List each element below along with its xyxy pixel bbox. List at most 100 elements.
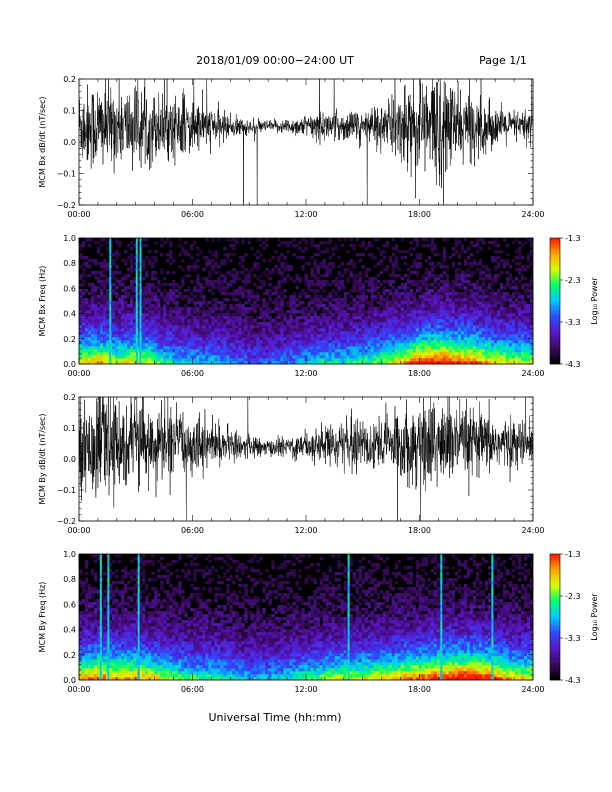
spectral-line (139, 325, 142, 329)
spectral-line (107, 560, 110, 564)
spectral-line (109, 259, 112, 263)
spectral-line (135, 286, 138, 290)
colorbar-swatch (550, 562, 560, 565)
colorbar-swatch (550, 307, 560, 310)
spectral-line (135, 283, 138, 287)
spectral-line (139, 307, 142, 311)
spectral-line (107, 572, 110, 576)
spectral-line (99, 641, 102, 645)
spectral-line (440, 599, 443, 603)
spectral-line (99, 611, 102, 615)
spectral-line (347, 626, 350, 630)
spectral-line (107, 677, 110, 681)
x-tick-label: 24:00 (521, 685, 544, 694)
spectral-line (139, 301, 142, 305)
colorbar-swatch (550, 598, 560, 601)
spectral-line (137, 626, 140, 630)
spectral-line (139, 247, 142, 251)
spectral-line (139, 313, 142, 317)
colorbar-swatch (550, 290, 560, 293)
bx-dbdt-plot-area (79, 79, 533, 205)
colorbar-swatch (550, 669, 560, 672)
spectral-line (440, 671, 443, 675)
spectral-line (109, 307, 112, 311)
bx-spectrogram-plot-area (79, 238, 534, 365)
spectral-line (139, 295, 142, 299)
spectral-line (139, 298, 142, 302)
colorbar-tick-label: -1.3 (565, 234, 581, 243)
spectral-line (135, 250, 138, 254)
colorbar-swatch (550, 355, 560, 358)
spectral-line (99, 593, 102, 597)
spectral-line (139, 283, 142, 287)
spectral-line (107, 590, 110, 594)
spectral-line (491, 620, 494, 624)
colorbar-tick-label: -1.3 (565, 550, 581, 559)
spectral-line (491, 560, 494, 564)
spectral-line (440, 629, 443, 633)
by-spectrogram-y-axis: 1.0 0.8 0.6 0.4 0.2 0.0 (63, 550, 533, 685)
spectral-line (139, 280, 142, 284)
spectral-line (137, 560, 140, 564)
series-line (79, 397, 533, 521)
spectral-line (109, 349, 112, 353)
colorbar-swatch (550, 621, 560, 624)
spectral-line (139, 268, 142, 272)
spectral-line (107, 584, 110, 588)
colorbar-swatch (550, 627, 560, 630)
spectral-line (137, 608, 140, 612)
spectral-line (99, 632, 102, 636)
spectral-line (107, 629, 110, 633)
spectral-line (491, 647, 494, 651)
spectral-line (137, 605, 140, 609)
spectral-line (137, 665, 140, 669)
colorbar-swatch (550, 263, 560, 266)
spectral-line (107, 623, 110, 627)
spectral-line (107, 659, 110, 663)
spectral-line (139, 346, 142, 350)
spectral-line (107, 644, 110, 648)
spectrogram-cells (79, 238, 534, 365)
spectral-line (139, 256, 142, 260)
x-tick-label: 12:00 (294, 210, 317, 219)
colorbar-tick-label: -2.3 (565, 592, 581, 601)
spectral-line (347, 617, 350, 621)
colorbar-swatch (550, 661, 560, 664)
spectral-line (99, 656, 102, 660)
spectral-line (135, 319, 138, 323)
spectral-line (491, 623, 494, 627)
spectral-line (491, 608, 494, 612)
spectral-line (107, 581, 110, 585)
colorbar-swatch (550, 298, 560, 302)
spectral-line (491, 569, 494, 573)
colorbar-swatch (550, 273, 560, 277)
spectral-line (107, 605, 110, 609)
spectral-line (347, 611, 350, 615)
spectral-line (139, 337, 142, 341)
colorbar-swatch (550, 671, 560, 674)
spectral-line (491, 617, 494, 621)
colorbar-swatch (550, 612, 560, 616)
colorbar-swatch (550, 575, 560, 578)
spectral-line (107, 608, 110, 612)
colorbar-swatch (550, 265, 560, 268)
spectral-line (440, 623, 443, 627)
spectral-line (347, 581, 350, 585)
spectral-line (135, 253, 138, 257)
spectral-line (491, 635, 494, 639)
spectral-line (440, 626, 443, 630)
spectral-line (135, 244, 138, 248)
spectral-line (135, 271, 138, 275)
spectral-line (491, 596, 494, 600)
by-dbdt-ylabel: MCM By dB/dt (nT/sec) (38, 413, 47, 504)
colorbar-swatch (550, 593, 560, 597)
spectral-line (491, 614, 494, 618)
spectral-line (491, 575, 494, 579)
spectral-line (135, 346, 138, 350)
colorbar-swatch (550, 665, 560, 668)
spectral-line (347, 668, 350, 672)
spectral-line (440, 587, 443, 591)
by-colorbar-label: Log₁₀ Power (590, 593, 599, 641)
spectral-line (139, 334, 142, 338)
page-indicator: Page 1/1 (479, 54, 527, 67)
